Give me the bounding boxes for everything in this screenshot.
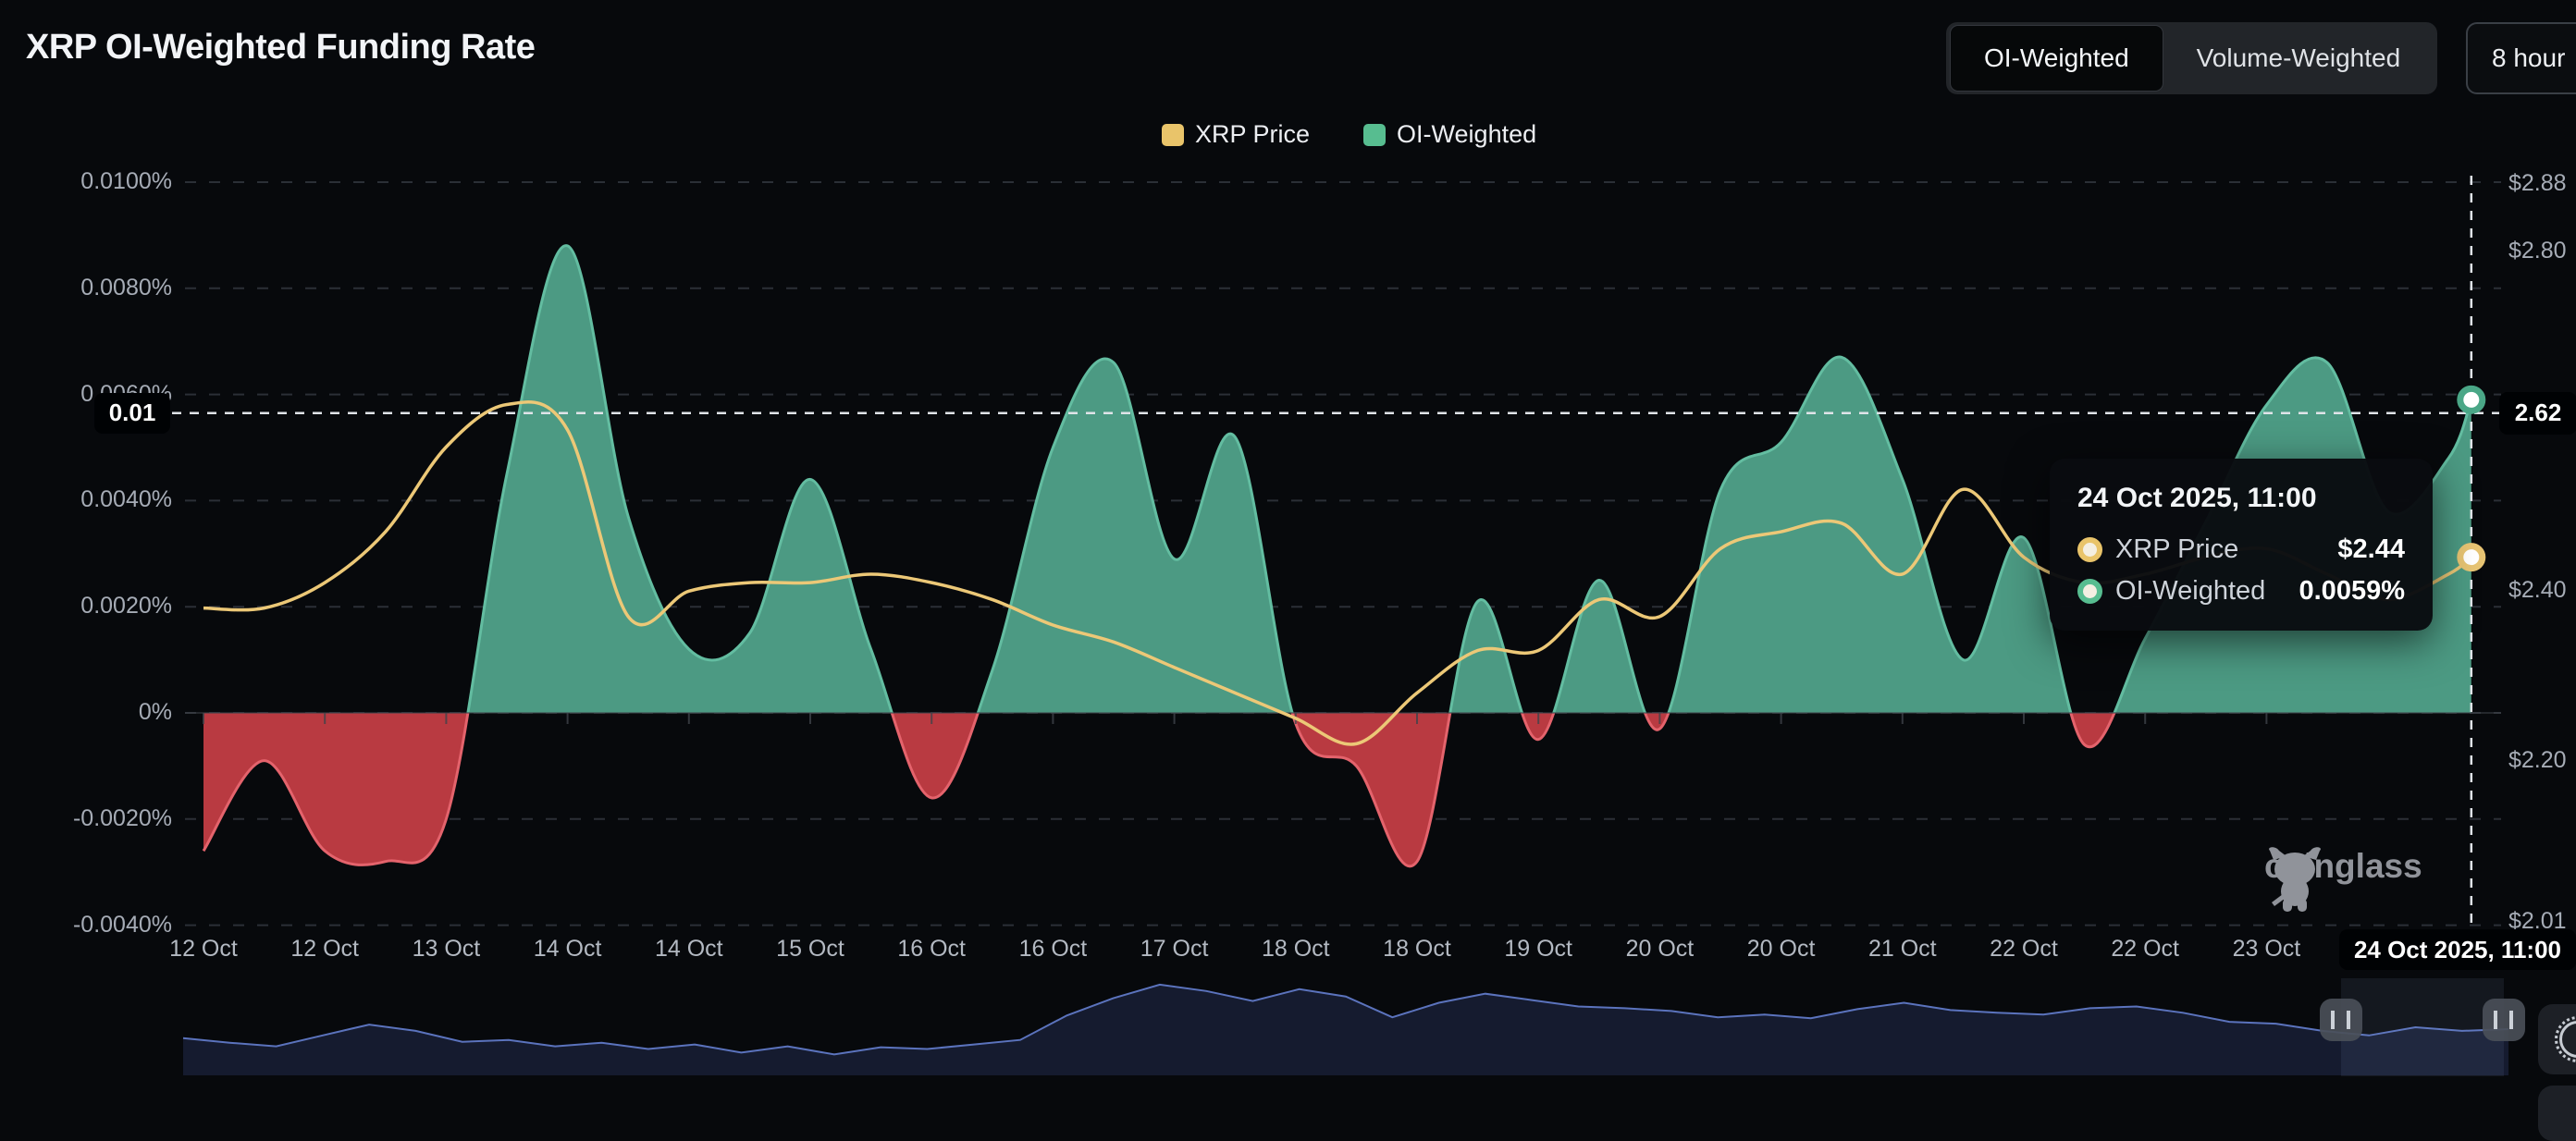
legend-label: OI-Weighted <box>1397 120 1537 148</box>
navigator-handle-left[interactable] <box>2319 999 2362 1041</box>
weighting-toggle: OI-Weighted Volume-Weighted <box>1946 22 2438 94</box>
tooltip-row-xrp-price: XRP Price $2.44 <box>2077 534 2405 565</box>
tooltip-row-oi-weighted: OI-Weighted 0.0059% <box>2077 576 2405 607</box>
crosshair-date-badge: 24 Oct 2025, 11:00 <box>2338 929 2576 970</box>
x-axis-tick: 23 Oct <box>2232 936 2301 962</box>
left-axis-tick: 0.0080% <box>80 274 172 301</box>
x-axis-tick: 12 Oct <box>169 936 238 962</box>
legend: XRP Price OI-Weighted <box>1162 120 1536 149</box>
legend-label: XRP Price <box>1195 120 1311 148</box>
x-axis-tick: 22 Oct <box>2111 936 2180 962</box>
x-axis-tick: 20 Oct <box>1625 936 1695 962</box>
alert-seal-icon: ! <box>2555 1016 2576 1062</box>
grip-icon <box>2494 1011 2514 1029</box>
right-axis-tick: $2.80 <box>2508 238 2567 264</box>
left-axis-tick: 0.0100% <box>80 168 172 194</box>
tooltip-label: OI-Weighted <box>2115 576 2266 606</box>
x-axis-tick: 15 Oct <box>776 936 844 962</box>
left-axis-tick: -0.0020% <box>72 804 172 831</box>
tooltip-date: 24 Oct 2025, 11:00 <box>2077 483 2317 513</box>
alert-button[interactable]: ! <box>2538 1004 2576 1074</box>
left-axis-tick: 0.0040% <box>80 486 172 513</box>
toggle-volume-weighted[interactable]: Volume-Weighted <box>2196 43 2401 72</box>
x-axis-tick: 14 Oct <box>533 936 602 962</box>
x-axis-tick: 16 Oct <box>897 936 967 962</box>
navigator[interactable] <box>0 0 2576 1107</box>
toggle-oi-weighted[interactable]: OI-Weighted <box>1950 25 2163 92</box>
x-axis-tick: 18 Oct <box>1261 936 1330 962</box>
xrp-price-swatch-icon <box>1162 123 1184 146</box>
tooltip-value: 0.0059% <box>2299 576 2406 606</box>
xrp-price-dot-icon <box>2077 537 2102 562</box>
legend-item-oi-weighted[interactable]: OI-Weighted <box>1363 120 1536 149</box>
oi-weighted-dot-icon <box>2077 579 2102 604</box>
coinglass-watermark: coinglass <box>2264 847 2422 912</box>
x-axis-tick: 22 Oct <box>1990 936 2058 962</box>
navigator-selection[interactable] <box>2340 978 2504 1076</box>
x-axis-tick: 21 Oct <box>1867 936 1937 962</box>
tooltip-value: $2.44 <box>2337 534 2405 564</box>
interval-label: 8 hour <box>2492 43 2566 72</box>
x-axis-tick: 18 Oct <box>1383 936 1451 962</box>
left-axis-tick: -0.0040% <box>72 911 172 938</box>
navigator-handle-right[interactable] <box>2482 999 2525 1041</box>
right-axis-tick: $2.20 <box>2508 746 2567 773</box>
x-axis-tick: 14 Oct <box>654 936 723 962</box>
x-axis-tick: 16 Oct <box>1018 936 1088 962</box>
x-axis-tick: 17 Oct <box>1140 936 1209 962</box>
right-axis-tick: $2.88 <box>2508 170 2567 197</box>
left-axis-tick: 0% <box>138 699 172 725</box>
x-axis-tick: 12 Oct <box>290 936 360 962</box>
interval-dropdown[interactable]: 8 hour ⌄ <box>2466 22 2576 94</box>
legend-item-xrp-price[interactable]: XRP Price <box>1162 120 1310 149</box>
x-axis-tick: 20 Oct <box>1746 936 1816 962</box>
crosshair-left-badge: 0.01 <box>94 392 170 434</box>
chart-tooltip: 24 Oct 2025, 11:00 XRP Price $2.44 OI-We… <box>2050 459 2433 631</box>
tooltip-label: XRP Price <box>2115 534 2239 564</box>
coinglass-bull-icon <box>2269 847 2321 912</box>
right-axis-tick: $2.40 <box>2508 577 2567 604</box>
grip-icon <box>2331 1011 2351 1029</box>
page-title: XRP OI-Weighted Funding Rate <box>26 28 536 67</box>
left-axis-tick: 0.0020% <box>80 593 172 620</box>
funding-rate-chart-canvas[interactable] <box>0 0 2576 1107</box>
x-axis-tick: 13 Oct <box>412 936 481 962</box>
settings-button-partial[interactable] <box>2538 1086 2576 1141</box>
crosshair-right-badge: 2.62 <box>2499 391 2576 435</box>
x-axis-tick: 19 Oct <box>1504 936 1573 962</box>
oi-weighted-swatch-icon <box>1363 123 1387 146</box>
